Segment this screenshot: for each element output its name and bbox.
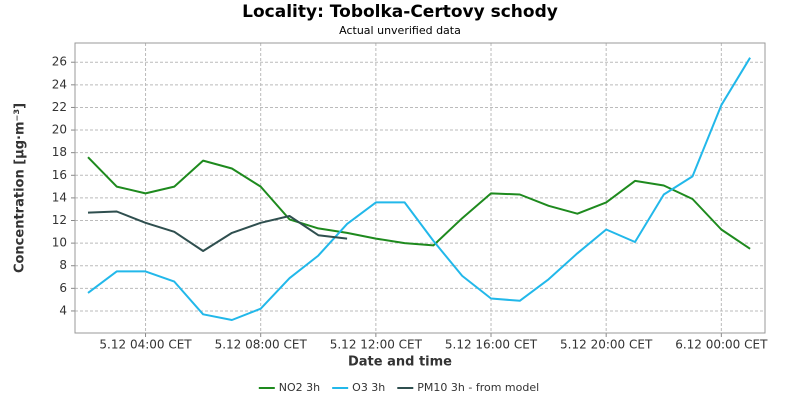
chart-title: Locality: Tobolka-Certovy schody	[242, 2, 558, 22]
y-tick-label: 4	[59, 303, 67, 317]
legend-label: PM10 3h - from model	[417, 381, 539, 394]
y-axis-label: Concentration [µg·m⁻³]	[13, 103, 28, 273]
y-tick-label: 16	[52, 168, 67, 182]
series-line	[87, 156, 751, 250]
x-tick-label: 5.12 20:00 CET	[560, 338, 653, 352]
y-tick-label: 10	[52, 236, 67, 250]
y-tick-label: 8	[59, 258, 67, 272]
x-tick-label: 5.12 12:00 CET	[330, 338, 423, 352]
series-line	[87, 57, 751, 321]
chart-subtitle: Actual unverified data	[339, 24, 461, 37]
x-axis-label: Date and time	[348, 355, 452, 370]
x-tick-label: 6.12 00:00 CET	[675, 338, 768, 352]
y-tick-label: 22	[52, 100, 67, 114]
y-tick-label: 6	[59, 281, 67, 295]
series-line	[87, 210, 348, 252]
y-tick-label: 24	[52, 77, 67, 91]
y-tick-label: 20	[52, 123, 67, 137]
y-tick-label: 12	[52, 213, 67, 227]
legend-label: O3 3h	[352, 381, 385, 394]
plot-border	[74, 42, 766, 334]
legend-label: NO2 3h	[279, 381, 320, 394]
y-tick-label: 14	[52, 190, 67, 204]
x-tick-label: 5.12 16:00 CET	[445, 338, 538, 352]
x-tick-label: 5.12 04:00 CET	[99, 338, 192, 352]
plot-area	[75, 43, 765, 333]
y-tick-label: 26	[52, 55, 67, 69]
y-tick-label: 18	[52, 145, 67, 159]
x-tick-label: 5.12 08:00 CET	[215, 338, 308, 352]
